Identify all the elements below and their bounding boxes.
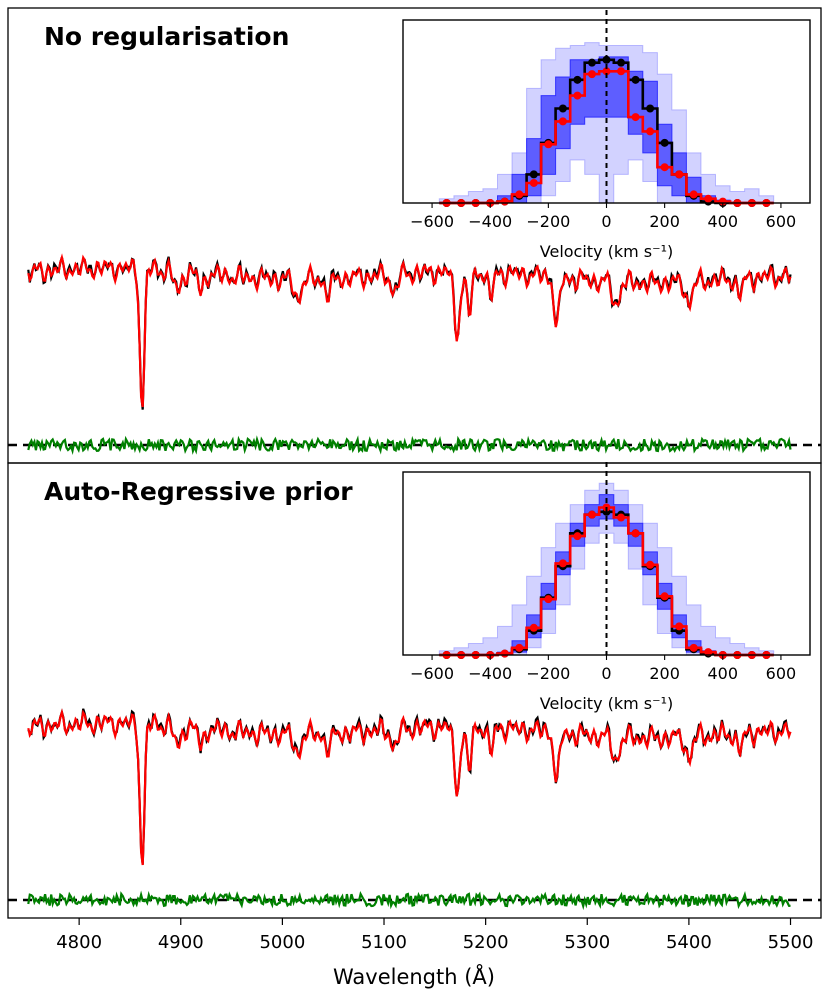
recovered-losvd-point (602, 67, 611, 76)
inset-x-tick-label: 400 (708, 212, 739, 231)
true-losvd-point (660, 138, 669, 147)
x-tick-label: 5100 (361, 932, 407, 953)
inset-x-tick-label: 0 (601, 664, 611, 683)
recovered-losvd-point (646, 127, 655, 136)
x-tick-label: 5400 (666, 932, 712, 953)
recovered-losvd-point (631, 113, 640, 122)
residuals-line (27, 435, 792, 456)
recovered-losvd-point (617, 67, 626, 76)
recovered-losvd-point (587, 70, 596, 79)
panel-top-title: No regularisation (44, 22, 289, 51)
recovered-losvd-point (660, 592, 669, 601)
recovered-losvd-point (500, 197, 509, 206)
inset-x-axis-label: Velocity (km s⁻¹) (540, 694, 673, 713)
recovered-losvd-point (558, 117, 567, 126)
true-losvd-point (631, 75, 640, 84)
model-line (27, 708, 792, 866)
true-losvd-point (646, 104, 655, 113)
true-losvd-point (617, 58, 626, 67)
recovered-losvd-point (660, 163, 669, 172)
recovered-losvd-point (704, 194, 713, 203)
recovered-losvd-point (529, 623, 538, 632)
recovered-losvd-point (544, 595, 553, 604)
x-axis: 4800 4900 5000 5100 5200 5300 5400 5500 (56, 918, 813, 953)
inset-x-tick-label: −400 (468, 212, 512, 231)
recovered-losvd-point (675, 170, 684, 179)
recovered-losvd-point (704, 648, 713, 657)
inset-x-tick-label: 200 (649, 212, 680, 231)
true-losvd-point (587, 58, 596, 67)
recovered-losvd-point (515, 643, 524, 652)
recovered-losvd-point (631, 529, 640, 538)
recovered-losvd-point (500, 649, 509, 658)
x-tick-label: 5500 (768, 932, 814, 953)
recovered-losvd-point (689, 190, 698, 199)
inset-x-tick-label: −400 (468, 664, 512, 683)
true-losvd-point (573, 75, 582, 84)
inset-x-tick-label: −600 (410, 664, 454, 683)
recovered-losvd-point (544, 140, 553, 149)
recovered-losvd-point (617, 513, 626, 522)
recovered-losvd-point (573, 532, 582, 541)
panel-top: No regularisation −600 −400 −200 0 200 400 600… (7, 7, 822, 464)
recovered-losvd-point (587, 510, 596, 519)
x-tick-label: 5000 (259, 932, 305, 953)
uncertainty-band-outer (438, 482, 775, 656)
inset-x-tick-label: −600 (410, 212, 454, 231)
x-axis-label: Wavelength (Å) (333, 963, 495, 989)
spectrum-top (8, 253, 821, 456)
panel-bottom-frame (7, 462, 822, 919)
x-tick-label: 5200 (463, 932, 509, 953)
inset-x-tick-label: 600 (766, 664, 797, 683)
model-line (27, 253, 792, 408)
inset-top: −600 −400 −200 0 200 400 600 Velocity (km s⁻¹) (402, 10, 811, 261)
inset-x-tick-label: −200 (526, 212, 570, 231)
inset-bottom: −600 −400 −200 0 200 400 600 Velocity (km s⁻¹) (402, 462, 811, 713)
residuals-line (27, 890, 791, 911)
panel-bottom-title: Auto-Regressive prior (44, 477, 353, 506)
true-losvd-point (529, 170, 538, 179)
recovered-losvd-point (529, 178, 538, 187)
recovered-losvd-point (689, 643, 698, 652)
inset-x-tick-label: 0 (601, 212, 611, 231)
x-tick-label: 5300 (564, 932, 610, 953)
true-losvd-point (558, 104, 567, 113)
inset-x-axis-label: Velocity (km s⁻¹) (540, 242, 673, 261)
inset-x-tick-label: 600 (766, 212, 797, 231)
spectrum-bottom (8, 708, 821, 911)
recovered-losvd-point (573, 91, 582, 100)
inset-x-tick-label: −200 (526, 664, 570, 683)
inset-x-tick-label: 400 (708, 664, 739, 683)
x-tick-label: 4800 (56, 932, 102, 953)
recovered-losvd-point (515, 190, 524, 199)
inset-x-tick-label: 200 (649, 664, 680, 683)
recovered-losvd-point (675, 622, 684, 631)
recovered-losvd-point (558, 559, 567, 568)
panel-bottom: Auto-Regressive prior −600 −400 −200 0 200 40… (7, 462, 822, 919)
recovered-losvd-point (646, 560, 655, 569)
x-tick-label: 4900 (158, 932, 204, 953)
